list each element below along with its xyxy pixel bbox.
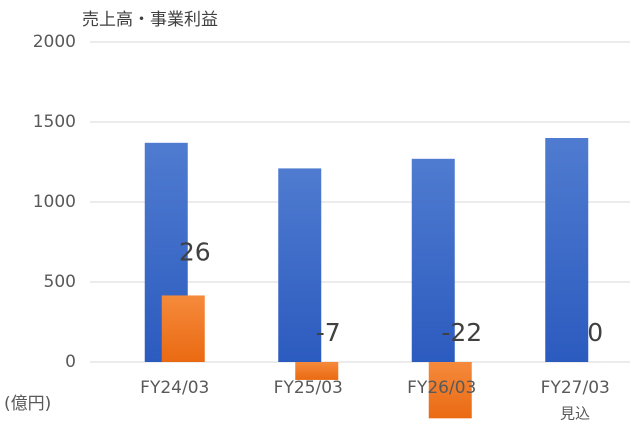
- x-tick-label: FY27/03: [541, 378, 610, 398]
- value-label: 26: [179, 237, 211, 266]
- bar: [411, 158, 455, 362]
- y-axis-label: (億円): [4, 394, 51, 414]
- bar: [278, 168, 322, 362]
- y-tick-label: 500: [44, 272, 76, 292]
- annotation: 見込: [560, 405, 590, 423]
- bar: [161, 295, 205, 362]
- bar: [545, 138, 589, 362]
- value-label: -22: [441, 318, 482, 347]
- y-tick-label: 1500: [33, 112, 76, 132]
- x-tick-label: FY26/03: [407, 378, 476, 398]
- bar: [295, 362, 339, 380]
- chart-title: 売上高・事業利益: [82, 10, 218, 30]
- x-tick-label: FY24/03: [140, 378, 209, 398]
- value-label: -7: [316, 318, 341, 347]
- value-label: 0: [587, 318, 603, 347]
- bar: [428, 362, 472, 419]
- y-tick-label: 2000: [33, 32, 76, 52]
- y-tick-label: 0: [65, 352, 76, 372]
- x-tick-label: FY25/03: [274, 378, 343, 398]
- y-tick-label: 1000: [33, 192, 76, 212]
